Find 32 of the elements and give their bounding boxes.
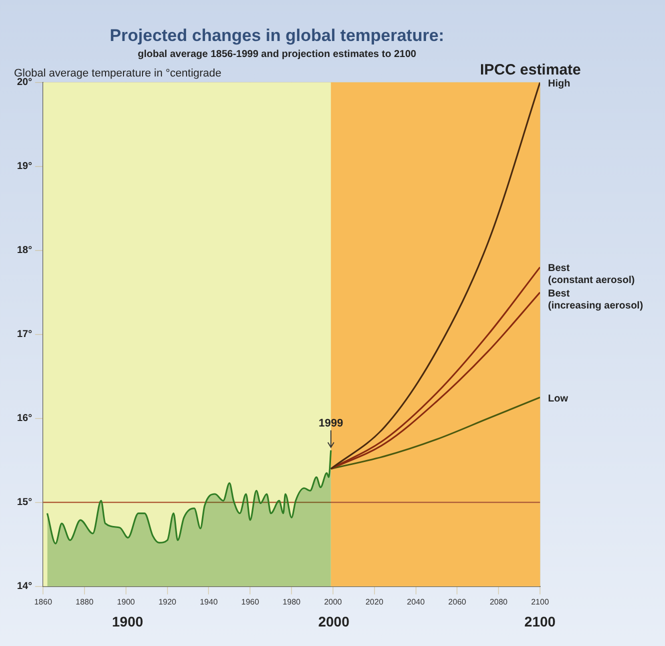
y-tick-label: 17° [16,329,32,340]
y-tick-label: 16° [16,413,32,424]
legend-title: IPCC estimate [480,61,581,78]
x-tick-label: 1920 [158,597,177,606]
x-tick-label: 1860 [34,597,53,606]
series-label: Best (increasing aerosol) [548,288,644,312]
series-label: Low [548,393,568,404]
y-tick-label: 18° [16,245,32,256]
y-tick-label: 14° [16,581,32,592]
y-tick-label: 20° [16,77,32,88]
chart-title: Projected changes in global temperature: [110,26,444,45]
x-tick-label: 1980 [282,597,302,606]
x-tick-label: 1880 [76,597,94,606]
chart-subtitle: global average 1856-1999 and projection estimates to 2100 [138,49,417,60]
y-tick-label: 19° [16,161,32,172]
series-label: High [548,78,570,90]
x-tick-label: 2080 [490,597,508,606]
text: 1900 [112,613,144,630]
y-tick-label: 15° [16,497,32,508]
series-label: Best (constant aerosol) [548,263,635,286]
x-tick-label: 1940 [200,597,218,606]
annotation: 1999 [318,417,344,430]
text: 2100 [524,613,556,630]
x-tick-label: 2020 [365,597,384,606]
x-tick-label: 2060 [448,597,467,606]
text: 2000 [318,613,350,630]
x-tick-label: 2000 [324,597,342,606]
x-tick-label: 1960 [241,597,260,606]
x-tick-label: 2100 [531,597,550,606]
x-tick-label: 1900 [117,597,136,606]
y-axis-title: Global average temperature in °centigrade [14,67,222,80]
x-tick-label: 2040 [406,597,426,606]
